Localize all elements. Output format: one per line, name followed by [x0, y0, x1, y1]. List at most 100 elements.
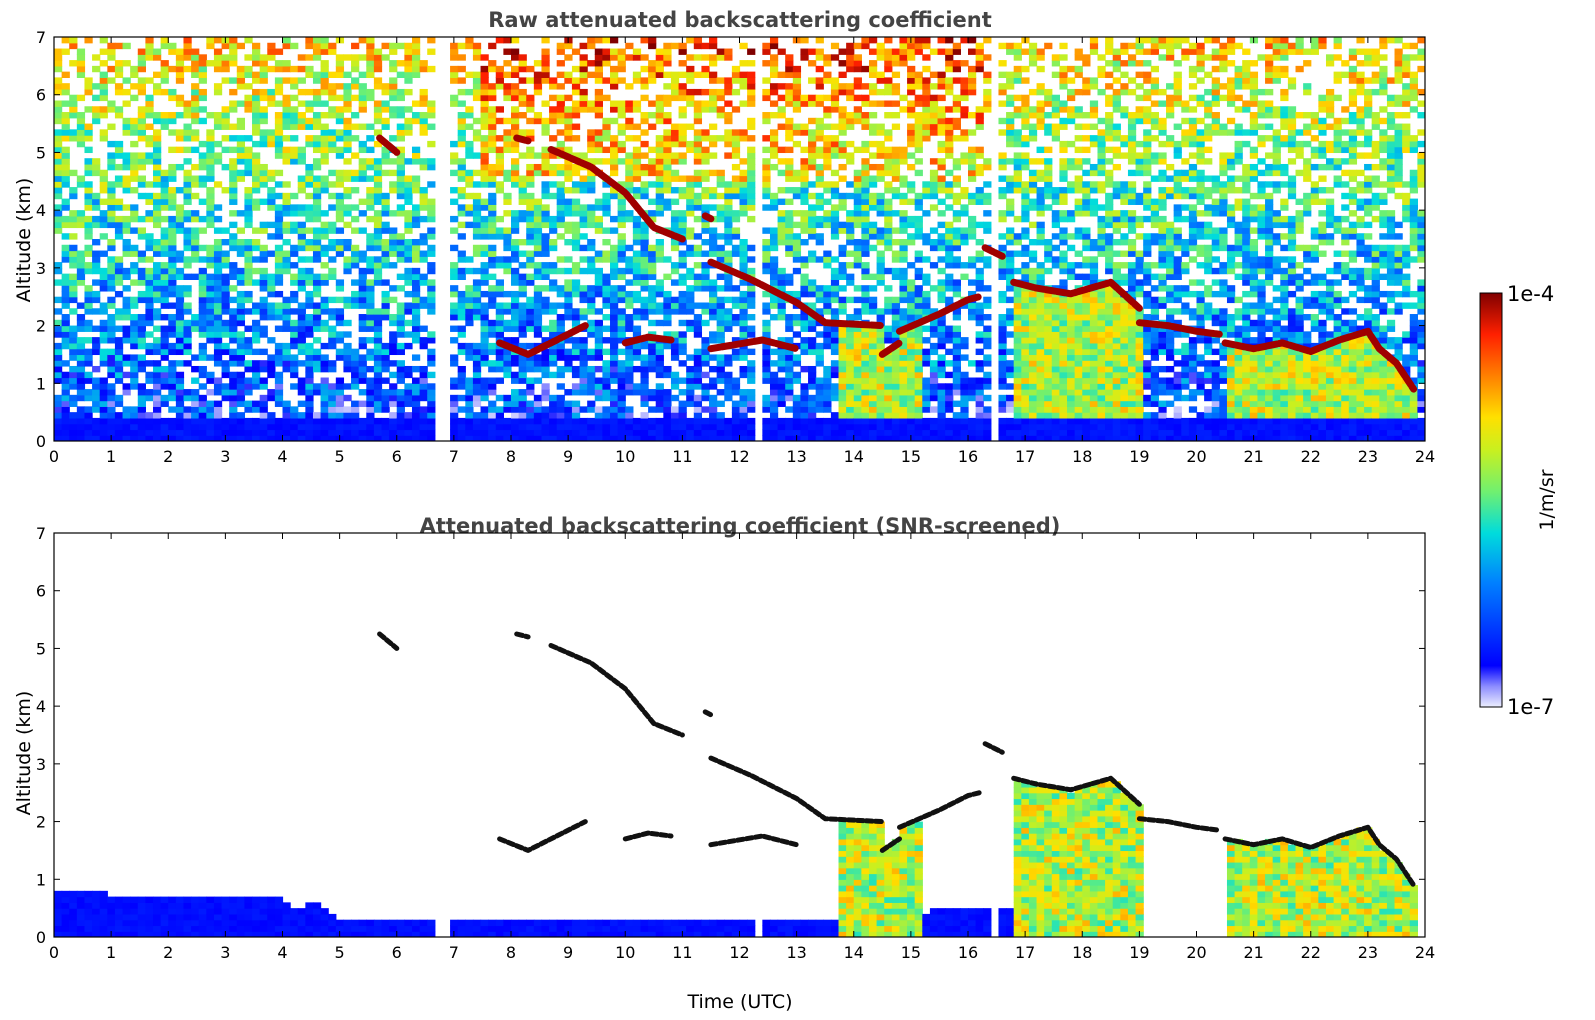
heatmap-cell — [769, 360, 779, 367]
heatmap-cell — [610, 325, 619, 332]
heatmap-cell — [84, 146, 93, 154]
heatmap-cell — [610, 342, 619, 350]
heatmap-cell — [541, 233, 550, 240]
heatmap-cell — [716, 412, 725, 419]
heatmap-cell — [838, 406, 847, 413]
heatmap-cell — [160, 285, 169, 292]
heatmap-cell — [358, 256, 367, 263]
heatmap-cell — [625, 215, 634, 223]
heatmap-cell — [693, 383, 703, 390]
heatmap-cell — [876, 308, 885, 315]
heatmap-cell — [99, 267, 108, 275]
heatmap-cell — [312, 198, 322, 205]
heatmap-cell — [282, 314, 291, 321]
heatmap-cell — [625, 262, 634, 269]
heatmap-cell — [739, 267, 748, 275]
heatmap-cell — [488, 435, 497, 441]
heatmap-cell — [252, 117, 261, 125]
heatmap-cell — [396, 314, 405, 321]
heatmap-cell — [579, 60, 588, 67]
heatmap-cell — [312, 417, 322, 425]
heatmap-cell — [206, 429, 215, 436]
heatmap-cell — [381, 417, 390, 425]
heatmap-cell — [61, 314, 70, 321]
heatmap-cell — [792, 412, 802, 419]
heatmap-cell — [526, 262, 535, 269]
heatmap-cell — [419, 239, 428, 246]
heatmap-cell — [747, 100, 756, 107]
heatmap-cell — [670, 94, 680, 102]
heatmap-cell — [107, 302, 116, 309]
heatmap-cell — [602, 383, 611, 390]
heatmap-cell — [404, 65, 413, 73]
heatmap-cell — [252, 400, 261, 407]
heatmap-cell — [762, 400, 771, 407]
heatmap-cell — [69, 400, 78, 407]
heatmap-cell — [465, 37, 474, 44]
heatmap-cell — [610, 37, 619, 44]
heatmap-cell — [259, 140, 268, 148]
heatmap-cell — [259, 412, 268, 419]
heatmap-cell — [221, 383, 230, 390]
heatmap-cell — [724, 77, 733, 84]
heatmap-cell — [693, 412, 703, 419]
heatmap-cell — [716, 429, 725, 436]
heatmap-cell — [571, 308, 581, 315]
heatmap-cell — [221, 325, 230, 332]
heatmap-cell — [716, 169, 725, 177]
heatmap-cell — [69, 262, 78, 269]
heatmap-cell — [808, 337, 817, 344]
heatmap-cell — [800, 423, 809, 431]
heatmap-cell — [632, 187, 642, 194]
heatmap-cell — [290, 221, 299, 229]
heatmap-cell — [61, 221, 70, 229]
heatmap-cell — [625, 377, 634, 384]
heatmap-cell — [823, 389, 832, 396]
heatmap-cell — [153, 54, 162, 61]
heatmap-cell — [846, 337, 855, 344]
heatmap-cell — [373, 371, 383, 379]
heatmap-cell — [815, 308, 824, 315]
heatmap-cell — [381, 406, 390, 413]
heatmap-cell — [61, 163, 70, 171]
heatmap-cell — [229, 417, 238, 425]
heatmap-cell — [785, 135, 794, 142]
heatmap-cell — [213, 37, 223, 44]
heatmap-cell — [107, 394, 116, 402]
heatmap-cell — [92, 239, 101, 246]
heatmap-cell — [213, 429, 223, 436]
heatmap-cell — [145, 135, 154, 142]
heatmap-cell — [876, 377, 885, 384]
heatmap-cell — [61, 435, 70, 441]
heatmap-cell — [114, 215, 124, 223]
heatmap-cell — [244, 267, 253, 275]
heatmap-cell — [69, 215, 78, 223]
heatmap-cell — [564, 360, 573, 367]
heatmap-cell — [366, 337, 375, 344]
heatmap-cell — [640, 394, 649, 402]
heatmap-cell — [259, 406, 268, 413]
heatmap-cell — [274, 135, 284, 142]
heatmap-cell — [731, 423, 741, 431]
heatmap-cell — [815, 239, 824, 246]
heatmap-cell — [404, 192, 413, 200]
heatmap-cell — [244, 71, 253, 78]
heatmap-cell — [351, 175, 360, 182]
heatmap-cell — [358, 435, 367, 441]
heatmap-cell — [480, 135, 489, 142]
heatmap-cell — [678, 360, 687, 367]
heatmap-cell — [868, 83, 878, 90]
heatmap-cell — [137, 135, 146, 142]
heatmap-cell — [274, 371, 284, 379]
heatmap-cell — [853, 412, 862, 419]
heatmap-cell — [457, 77, 466, 84]
heatmap-cell — [145, 140, 154, 148]
heatmap-cell — [632, 348, 642, 356]
heatmap-cell — [320, 406, 329, 413]
heatmap-cell — [457, 112, 466, 119]
heatmap-cell — [518, 60, 527, 67]
heatmap-cell — [823, 290, 832, 298]
heatmap-cell — [130, 417, 139, 425]
heatmap-cell — [579, 348, 588, 356]
heatmap-cell — [252, 244, 261, 252]
